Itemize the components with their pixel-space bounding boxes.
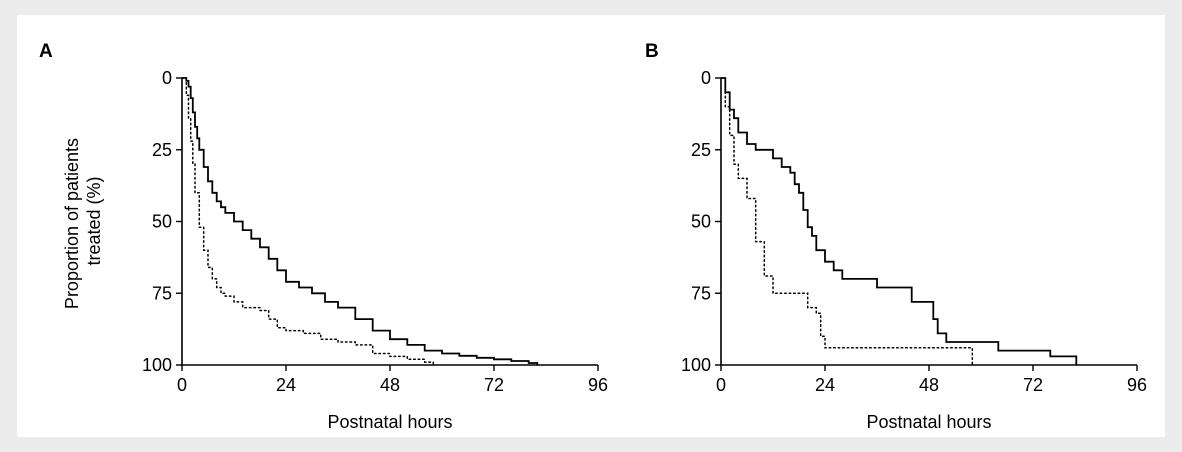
figure-frame: A Proportion of patients treated (%) Pos… bbox=[17, 15, 1165, 437]
panel-b-y-tick-label: 100 bbox=[681, 355, 711, 375]
panel-a-x-tick-label: 96 bbox=[588, 375, 608, 395]
panel-a-x-tick-label: 24 bbox=[276, 375, 296, 395]
panel-b-y-tick-label: 25 bbox=[691, 140, 711, 160]
panel-b-x-axis-label: Postnatal hours bbox=[866, 412, 991, 432]
panel-b-y-tick-label: 0 bbox=[701, 68, 711, 88]
panel-b-x-tick-label: 96 bbox=[1127, 375, 1147, 395]
panel-b-y-tick-label: 50 bbox=[691, 212, 711, 232]
panel-a-y-tick-label: 25 bbox=[152, 140, 172, 160]
panel-a-series-solid bbox=[182, 77, 539, 365]
panel-b-x-tick-label: 72 bbox=[1023, 375, 1043, 395]
panel-b-label: B bbox=[645, 41, 659, 62]
panel-a-x-tick-label: 48 bbox=[380, 375, 400, 395]
panel-a-label: A bbox=[39, 41, 53, 62]
panel-a-y-tick-label: 50 bbox=[152, 212, 172, 232]
panel-b: B Postnatal hours 0 24 48 72 96 0 25 50 75 100 bbox=[645, 41, 1147, 432]
panel-b-series-dotted bbox=[720, 77, 974, 366]
panel-a-y-axis-label: Proportion of patients treated (%) bbox=[62, 133, 104, 309]
panel-b-axes bbox=[720, 78, 1137, 366]
panel-a-y-tick-label: 100 bbox=[142, 355, 172, 375]
panel-b-series-solid bbox=[721, 77, 1078, 365]
panel-a-y-axis-label-line-2: treated (%) bbox=[84, 176, 104, 265]
panel-a-axes bbox=[181, 78, 598, 366]
panel-a-y-tick-label: 75 bbox=[152, 283, 172, 303]
panel-a-x-axis-label: Postnatal hours bbox=[327, 412, 452, 432]
panel-a-x-tick-label: 72 bbox=[484, 375, 504, 395]
panel-a-y-tick-label: 0 bbox=[162, 68, 172, 88]
panel-a-x-tick-label: 0 bbox=[177, 375, 187, 395]
panel-b-x-tick-label: 0 bbox=[716, 375, 726, 395]
panel-a-y-axis-label-line-1: Proportion of patients bbox=[62, 138, 82, 309]
panel-b-x-tick-label: 24 bbox=[815, 375, 835, 395]
figure-svg: A Proportion of patients treated (%) Pos… bbox=[39, 41, 1147, 432]
panel-b-y-tick-label: 75 bbox=[691, 283, 711, 303]
panel-b-x-tick-label: 48 bbox=[919, 375, 939, 395]
panel-a-series-dotted bbox=[181, 77, 435, 366]
panel-a: A Proportion of patients treated (%) Pos… bbox=[39, 41, 608, 432]
